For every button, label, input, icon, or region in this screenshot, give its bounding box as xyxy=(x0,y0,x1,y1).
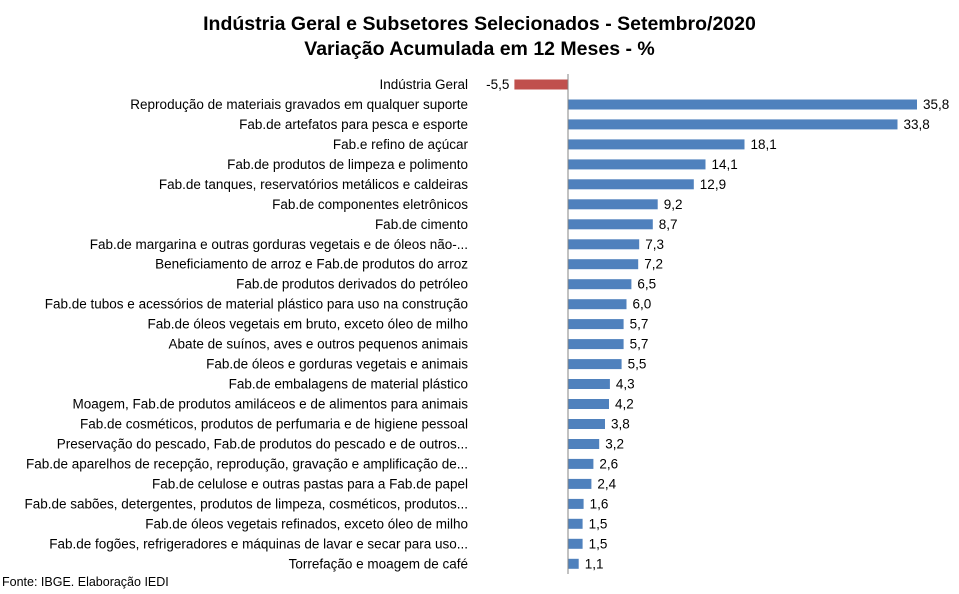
value-label: 7,3 xyxy=(645,237,664,252)
bar xyxy=(568,279,632,290)
bar xyxy=(568,498,584,509)
bar xyxy=(568,179,694,190)
category-label: Fab.de cimento xyxy=(375,217,468,232)
category-label: Fab.de celulose e outras pastas para a F… xyxy=(152,476,468,491)
category-label: Fab.de produtos de limpeza e polimento xyxy=(227,157,468,172)
bar xyxy=(568,558,579,569)
value-label: 14,1 xyxy=(712,157,738,172)
bars-group xyxy=(514,79,917,569)
category-label: Fab.de artefatos para pesca e esporte xyxy=(239,117,468,132)
category-label: Abate de suínos, aves e outros pequenos … xyxy=(169,337,469,352)
value-label: 2,4 xyxy=(597,476,616,491)
bar xyxy=(568,379,610,389)
category-label: Fab.de tubos e acessórios de material pl… xyxy=(45,297,468,312)
bar xyxy=(568,219,653,230)
value-label: 5,5 xyxy=(628,357,647,372)
bar xyxy=(568,299,627,310)
value-label: 1,1 xyxy=(585,556,604,571)
category-label: Fab.de óleos vegetais em bruto, exceto ó… xyxy=(148,317,468,332)
value-label: 33,8 xyxy=(904,117,930,132)
source-note: Fonte: IBGE. Elaboração IEDI xyxy=(2,575,169,589)
category-label: Fab.e refino de açúcar xyxy=(333,137,469,152)
bar xyxy=(568,538,583,549)
bar xyxy=(568,518,583,529)
category-label: Indústria Geral xyxy=(379,77,468,92)
category-label: Fab.de sabões, detergentes, produtos de … xyxy=(24,496,468,511)
bar xyxy=(568,119,898,130)
category-label: Reprodução de materiais gravados em qual… xyxy=(130,97,468,112)
value-label: 9,2 xyxy=(664,197,683,212)
value-label: 1,5 xyxy=(589,516,608,531)
bar xyxy=(568,478,592,489)
bar xyxy=(568,419,605,429)
category-label: Preservação do pescado, Fab.de produtos … xyxy=(57,437,468,452)
value-label: 3,2 xyxy=(605,437,624,452)
chart-title: Indústria Geral e Subsetores Selecionado… xyxy=(0,12,959,62)
bar xyxy=(514,79,568,90)
value-label: 7,2 xyxy=(644,257,663,272)
chart-subtitle-line: Variação Acumulada em 12 Meses - % xyxy=(304,38,655,60)
bar xyxy=(568,99,917,110)
bar xyxy=(568,139,745,150)
value-label: 1,6 xyxy=(590,496,609,511)
category-label: Fab.de tanques, reservatórios metálicos … xyxy=(159,177,468,192)
value-label: 5,7 xyxy=(630,317,649,332)
category-label: Fab.de aparelhos de recepção, reprodução… xyxy=(26,456,468,471)
bar xyxy=(568,319,624,330)
bar xyxy=(568,399,609,409)
value-label: 2,6 xyxy=(599,456,618,471)
value-label: 6,0 xyxy=(633,297,652,312)
value-label: 6,5 xyxy=(637,277,656,292)
value-label: 12,9 xyxy=(700,177,726,192)
value-label: 5,7 xyxy=(630,337,649,352)
category-label: Fab.de fogões, refrigeradores e máquinas… xyxy=(49,536,468,551)
value-labels-group: -5,5 35,8 33,8 18,1 14,1 12,9 9,2 8,7 7,3 7,2 6,5 6… xyxy=(486,77,949,571)
value-label: 35,8 xyxy=(923,97,949,112)
category-label: Fab.de margarina e outras gorduras veget… xyxy=(90,237,468,252)
bar xyxy=(568,159,706,170)
category-label: Torrefação e moagem de café xyxy=(289,556,468,571)
value-label: 8,7 xyxy=(659,217,678,232)
bar xyxy=(568,339,624,350)
category-labels-group: Indústria Geral Reprodução de materiais g… xyxy=(24,77,468,571)
value-label: 4,2 xyxy=(615,397,634,412)
bar xyxy=(568,359,622,370)
bar xyxy=(568,239,640,250)
bar xyxy=(568,439,600,449)
value-label: -5,5 xyxy=(486,77,509,92)
chart-title-line: Indústria Geral e Subsetores Selecionado… xyxy=(203,13,756,35)
value-label: 1,5 xyxy=(589,536,608,551)
category-label: Fab.de componentes eletrônicos xyxy=(272,197,468,212)
category-label: Beneficiamento de arroz e Fab.de produto… xyxy=(155,257,468,272)
category-label: Fab.de embalagens de material plástico xyxy=(229,377,468,392)
value-label: 18,1 xyxy=(751,137,777,152)
category-label: Fab.de óleos e gorduras vegetais e anima… xyxy=(206,357,468,372)
bar xyxy=(568,259,639,270)
value-label: 3,8 xyxy=(611,417,630,432)
category-label: Fab.de produtos derivados do petróleo xyxy=(236,277,468,292)
value-label: 4,3 xyxy=(616,377,635,392)
category-label: Fab.de óleos vegetais refinados, exceto … xyxy=(145,516,468,531)
category-label: Fab.de cosméticos, produtos de perfumari… xyxy=(80,417,468,432)
category-label: Moagem, Fab.de produtos amiláceos e de a… xyxy=(73,397,469,412)
bar xyxy=(568,458,594,469)
bar xyxy=(568,199,658,210)
